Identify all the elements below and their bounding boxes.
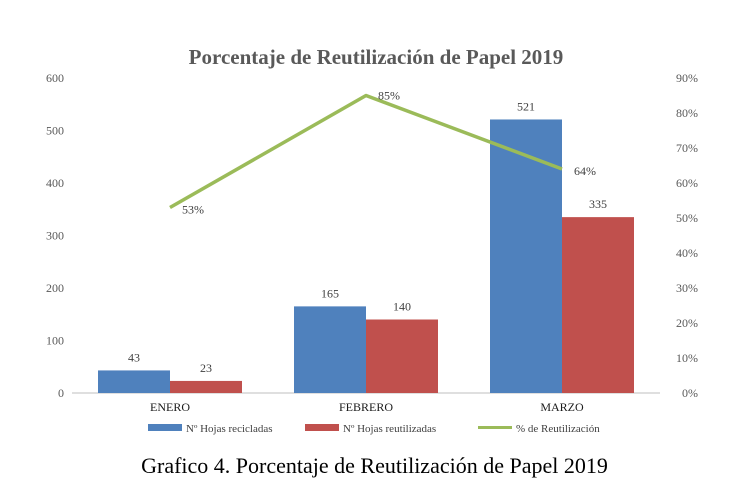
combo-chart: Porcentaje de Reutilización de Papel 201… bbox=[46, 45, 698, 435]
line-data-label: 85% bbox=[378, 89, 400, 103]
legend-entry: % de Reutilización bbox=[516, 423, 600, 435]
bar bbox=[366, 319, 438, 393]
chart-title: Porcentaje de Reutilización de Papel 201… bbox=[189, 45, 564, 69]
bar-data-label: 23 bbox=[200, 361, 212, 375]
y-left-tick-label: 100 bbox=[46, 334, 64, 348]
y-right-tick-label: 10% bbox=[676, 351, 698, 365]
legend-entry: Nº Hojas recicladas bbox=[186, 423, 273, 435]
bar-data-label: 335 bbox=[589, 197, 607, 211]
line-series: 53% 85% 64% bbox=[169, 89, 596, 217]
y-right-tick-label: 40% bbox=[676, 246, 698, 260]
legend-swatch bbox=[305, 424, 339, 431]
y-left-tick-label: 200 bbox=[46, 281, 64, 295]
bar-data-label: 140 bbox=[393, 300, 411, 314]
legend: Nº Hojas recicladas Nº Hojas reutilizadas… bbox=[148, 423, 600, 435]
y-right-tick-label: 20% bbox=[676, 316, 698, 330]
y-left-tick-label: 600 bbox=[46, 71, 64, 85]
bar bbox=[294, 306, 366, 393]
bar bbox=[170, 380, 242, 393]
legend-swatch bbox=[148, 424, 182, 431]
line-data-label: 53% bbox=[182, 203, 204, 217]
y-left-tick-label: 400 bbox=[46, 176, 64, 190]
bar-data-label: 43 bbox=[128, 350, 140, 364]
y-left-tick-label: 300 bbox=[46, 229, 64, 243]
figure-caption: Grafico 4. Porcentaje de Reutilización d… bbox=[141, 453, 608, 478]
bar bbox=[562, 217, 634, 393]
bar bbox=[98, 370, 170, 393]
bar-data-label: 165 bbox=[321, 286, 339, 300]
bar-data-label: 521 bbox=[517, 99, 535, 113]
y-right-tick-label: 70% bbox=[676, 141, 698, 155]
y-left-tick-label: 500 bbox=[46, 124, 64, 138]
bar bbox=[490, 119, 562, 393]
y-right-tick-label: 90% bbox=[676, 71, 698, 85]
y-right-tick-label: 80% bbox=[676, 106, 698, 120]
y-left-tick-label: 0 bbox=[58, 386, 64, 400]
bars: 43 165 521 23 140 335 bbox=[98, 99, 634, 393]
legend-entry: Nº Hojas reutilizadas bbox=[343, 423, 436, 435]
y-right-tick-label: 60% bbox=[676, 176, 698, 190]
y-right-tick-label: 0% bbox=[682, 386, 698, 400]
series-line bbox=[169, 93, 563, 210]
x-tick-label: ENERO bbox=[150, 400, 190, 414]
line-data-label: 64% bbox=[574, 164, 596, 178]
x-tick-label: FEBRERO bbox=[339, 400, 393, 414]
y-right-tick-label: 30% bbox=[676, 281, 698, 295]
x-tick-label: MARZO bbox=[540, 400, 584, 414]
y-right-tick-label: 50% bbox=[676, 211, 698, 225]
axes: 0 100 200 300 400 500 600 0% 10% 20% 30% 40% 50% 60% 7… bbox=[46, 71, 698, 414]
